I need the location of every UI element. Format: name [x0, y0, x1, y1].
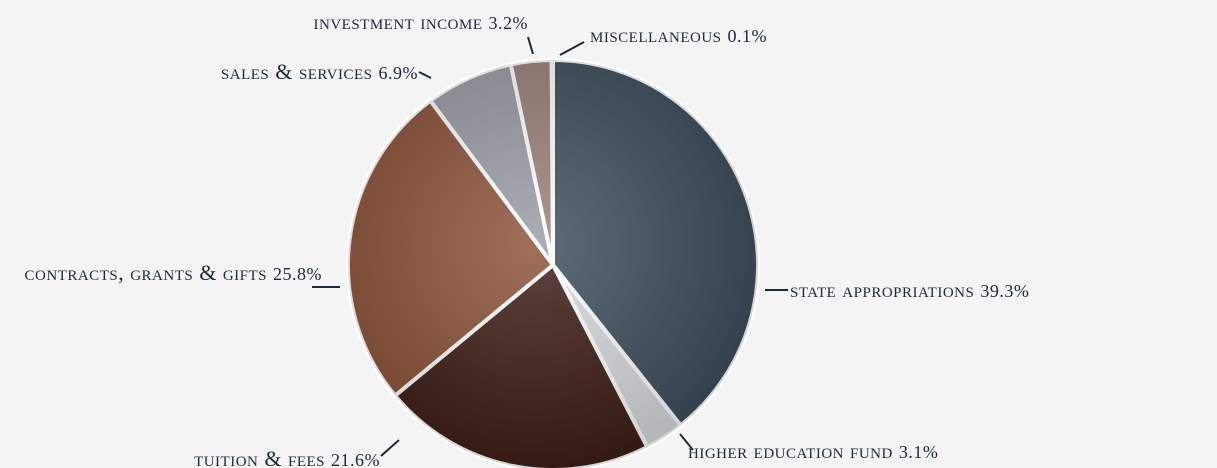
leader-line [679, 433, 694, 451]
slice-label: higher education fund 3.1% [688, 438, 938, 465]
leader-line [559, 41, 585, 56]
leader-line [418, 71, 432, 79]
slice-name: higher education fund [688, 438, 893, 463]
slice-value: 3.2% [488, 13, 528, 33]
slice-value: 3.1% [898, 442, 939, 462]
slice-value: 6.9% [378, 63, 418, 83]
slice-label: sales & services 6.9% [221, 59, 418, 86]
slice-name: investment income [313, 9, 483, 34]
slice-value: 0.1% [727, 26, 768, 46]
slice-label: state appropriations 39.3% [790, 277, 1029, 304]
slice-label: miscellaneous 0.1% [590, 22, 767, 49]
slice-name: miscellaneous [590, 22, 722, 47]
slice-label: contracts, grants & gifts 25.8% [0, 260, 322, 287]
slice-name: state appropriations [790, 277, 975, 302]
slice-value: 21.6% [331, 450, 380, 468]
slice-name: sales & services [220, 59, 373, 84]
slice-value: 39.3% [980, 281, 1030, 301]
slice-name: tuition & fees [194, 446, 325, 468]
slice-label: investment income 3.2% [314, 9, 529, 36]
leader-line [527, 36, 534, 55]
slice-value: 25.8% [273, 264, 322, 284]
slice-name: contracts, grants & gifts [24, 260, 267, 285]
leader-line [380, 439, 400, 457]
pie-slice [549, 57, 555, 267]
slice-label: tuition & fees 21.6% [194, 446, 380, 468]
